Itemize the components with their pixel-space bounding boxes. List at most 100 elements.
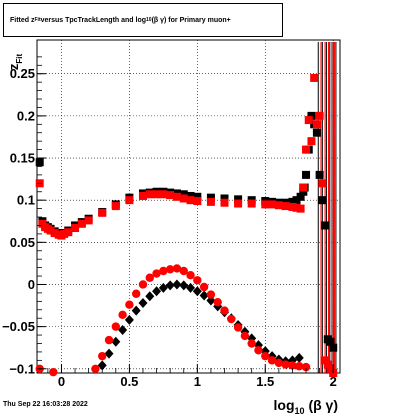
red-point bbox=[274, 201, 283, 210]
red-point bbox=[159, 266, 168, 276]
black-point bbox=[299, 187, 308, 196]
red-point bbox=[125, 196, 134, 205]
black-point bbox=[296, 192, 305, 201]
red-point bbox=[145, 273, 154, 282]
timestamp: Thu Sep 22 16:03:28 2022 bbox=[3, 401, 88, 408]
black-point bbox=[294, 352, 304, 363]
red-point bbox=[326, 364, 335, 373]
black-point bbox=[172, 279, 182, 290]
red-point bbox=[267, 356, 277, 365]
red-point bbox=[227, 314, 236, 324]
red-point bbox=[193, 276, 202, 285]
y-tick-label: 0 bbox=[28, 277, 35, 292]
error-bars bbox=[317, 42, 337, 373]
chart-title: Fitted z Fit versus TpcTrackLength and lo… bbox=[3, 3, 283, 37]
red-point bbox=[46, 226, 55, 235]
red-point bbox=[240, 331, 250, 341]
red-point bbox=[77, 219, 86, 228]
red-point bbox=[145, 190, 154, 199]
black-point bbox=[186, 282, 196, 293]
black-point bbox=[329, 343, 338, 352]
red-point bbox=[233, 323, 243, 332]
red-point bbox=[268, 200, 277, 209]
red-point bbox=[318, 179, 327, 188]
black-point bbox=[186, 191, 195, 200]
red-point bbox=[186, 271, 195, 280]
y-tick-label: 0.25 bbox=[10, 66, 35, 81]
red-point bbox=[71, 223, 80, 232]
y-tick-label: 0.2 bbox=[17, 108, 35, 123]
red-point bbox=[302, 145, 311, 154]
red-point bbox=[281, 202, 290, 211]
red-point bbox=[64, 228, 73, 237]
red-point bbox=[98, 351, 107, 361]
red-point bbox=[179, 194, 188, 203]
y-tick-label: 0.05 bbox=[10, 235, 35, 250]
x-tick-label: 1.5 bbox=[256, 374, 274, 389]
black-point bbox=[307, 111, 316, 120]
red-point bbox=[152, 269, 161, 278]
black-point bbox=[145, 291, 155, 302]
x-tick-label: 0.5 bbox=[120, 374, 138, 389]
red-point bbox=[292, 203, 301, 212]
black-point bbox=[138, 298, 148, 309]
red-point bbox=[50, 229, 59, 238]
black-point bbox=[312, 128, 321, 137]
red-point bbox=[125, 300, 134, 309]
red-point bbox=[172, 264, 182, 273]
red-point bbox=[131, 289, 141, 298]
black-point bbox=[118, 325, 128, 336]
red-point bbox=[166, 191, 175, 200]
red-point bbox=[299, 183, 308, 192]
red-point bbox=[312, 120, 321, 129]
red-point bbox=[247, 339, 256, 348]
red-point bbox=[60, 229, 69, 238]
red-point bbox=[206, 290, 216, 299]
red-point bbox=[98, 208, 107, 217]
y-axis-label: zFit bbox=[6, 54, 24, 71]
red-point bbox=[281, 360, 290, 369]
black-point bbox=[220, 194, 229, 203]
red-point bbox=[234, 199, 243, 208]
black-point bbox=[165, 280, 175, 291]
black-point bbox=[199, 290, 209, 301]
red-point bbox=[49, 367, 58, 377]
red-point bbox=[254, 346, 263, 355]
red-point bbox=[220, 198, 229, 207]
black-point bbox=[179, 190, 188, 199]
red-point bbox=[295, 362, 304, 371]
red-point bbox=[323, 360, 332, 369]
red-point bbox=[118, 310, 127, 320]
black-point bbox=[192, 286, 202, 297]
black-point bbox=[152, 286, 162, 297]
red-point bbox=[84, 216, 93, 225]
x-tick-label: 0 bbox=[58, 374, 65, 389]
x-axis-label: log10 (β γ) bbox=[274, 397, 338, 414]
x-tick-label: 2 bbox=[330, 374, 337, 389]
red-point bbox=[213, 297, 222, 307]
black-point bbox=[97, 360, 107, 371]
red-point bbox=[274, 358, 284, 368]
black-point bbox=[131, 305, 141, 316]
red-point bbox=[296, 204, 305, 213]
black-point bbox=[326, 337, 335, 346]
black-point bbox=[104, 348, 114, 359]
red-point bbox=[186, 196, 195, 205]
red-point bbox=[315, 111, 324, 120]
black-point bbox=[315, 170, 324, 179]
red-point bbox=[111, 322, 121, 331]
black-point bbox=[158, 282, 168, 293]
black-point bbox=[111, 336, 121, 347]
x-tick-label: 1 bbox=[194, 374, 201, 389]
black-point bbox=[321, 221, 330, 230]
y-tick-label: 0.1 bbox=[17, 193, 35, 208]
red-point bbox=[91, 364, 100, 373]
data-marks bbox=[35, 73, 338, 377]
red-point bbox=[288, 202, 297, 211]
y-tick-label: −0.05 bbox=[2, 319, 35, 334]
black-point bbox=[124, 314, 134, 325]
red-point bbox=[321, 356, 330, 365]
black-point bbox=[318, 196, 327, 205]
red-point bbox=[206, 197, 215, 206]
red-point bbox=[301, 362, 311, 372]
